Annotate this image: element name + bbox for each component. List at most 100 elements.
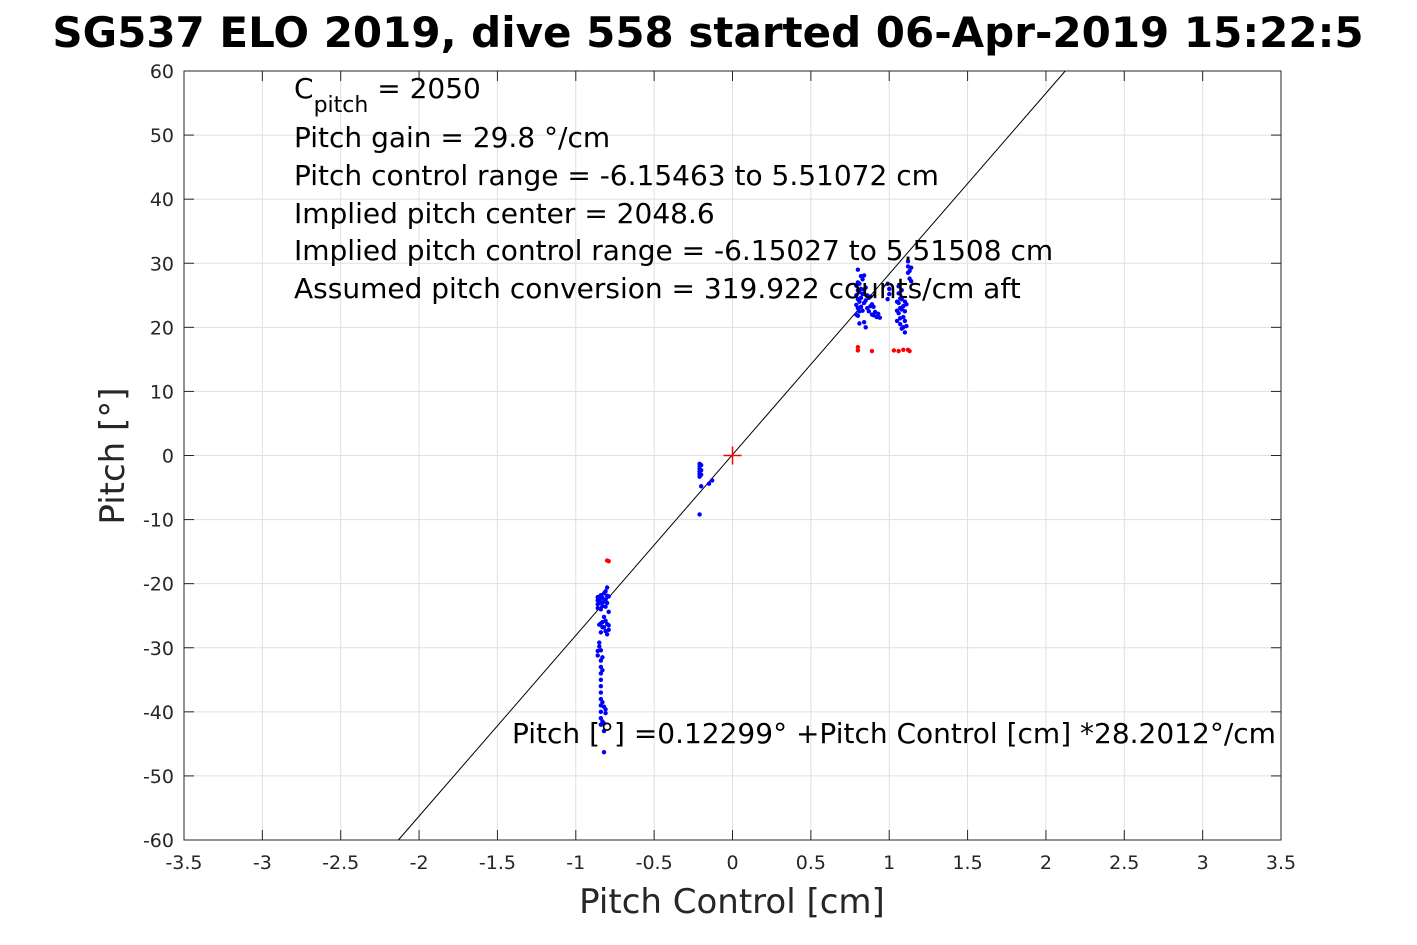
blue-point: [601, 728, 607, 734]
blue-point: [598, 648, 604, 653]
y-axis-label: Pitch [°]: [93, 387, 133, 524]
blue-point: [604, 600, 610, 606]
x-tick-label: 3: [1197, 852, 1209, 874]
blue-point: [861, 320, 867, 325]
blue-point: [606, 627, 611, 633]
blue-point: [899, 287, 904, 293]
blue-point: [887, 286, 892, 292]
blue-point: [600, 667, 605, 673]
y-tick-label: 20: [150, 317, 174, 339]
y-tick-label: 30: [150, 253, 174, 275]
blue-point: [601, 750, 607, 755]
blue-point: [857, 299, 862, 304]
blue-point: [698, 472, 704, 477]
x-tick-label: 2.5: [1109, 852, 1139, 874]
red-point: [855, 348, 861, 353]
x-tick-label: -3.5: [165, 852, 202, 874]
blue-point: [866, 309, 872, 314]
blue-point: [595, 653, 600, 658]
blue-point: [697, 512, 702, 517]
blue-point: [600, 655, 605, 660]
annotation-assumed-pitch-conversion: Assumed pitch conversion = 319.922 count…: [294, 272, 1021, 305]
y-tick-label: -50: [143, 766, 174, 788]
y-tick-label: 40: [150, 189, 174, 211]
blue-point: [598, 709, 604, 715]
blue-point: [603, 710, 608, 716]
x-tick-label: -1: [566, 852, 585, 874]
blue-point: [597, 640, 602, 645]
blue-point: [863, 325, 868, 330]
chart-title: SG537 ELO 2019, dive 558 started 06-Apr-…: [52, 8, 1363, 57]
blue-point: [598, 684, 604, 689]
blue-point: [877, 315, 883, 320]
blue-point: [899, 326, 904, 331]
x-tick-label: -2.5: [322, 852, 359, 874]
annotation-cpitch: Cpitch = 2050: [294, 72, 481, 118]
x-tick-label: 1.5: [952, 852, 982, 874]
annotation-pitch-control-range: Pitch control range = -6.15463 to 5.5107…: [294, 159, 939, 192]
annotation-block: Cpitch = 2050 Pitch gain = 29.8 °/cm Pit…: [294, 72, 1276, 750]
x-tick-label: 0.5: [796, 852, 826, 874]
blue-point: [604, 585, 610, 590]
blue-point: [908, 265, 914, 270]
blue-point: [706, 481, 712, 486]
red-point: [891, 348, 897, 353]
red-point: [604, 558, 610, 563]
annotation-implied-pitch-center: Implied pitch center = 2048.6: [294, 197, 715, 230]
blue-point: [858, 304, 864, 310]
blue-point: [597, 644, 602, 649]
red-point: [901, 347, 906, 352]
red-point: [869, 348, 875, 354]
x-tick-label: 2: [1040, 852, 1052, 874]
blue-point: [855, 313, 861, 318]
y-tick-label: -20: [143, 574, 174, 596]
blue-point: [860, 308, 865, 313]
x-tick-labels: -3.5 -3 -2.5 -2 -1.5 -1 -0.5 0 0.5 1 1.5 2 2.5 3 3.5: [165, 852, 1296, 874]
y-tick-label: 0: [162, 446, 174, 468]
blue-point: [860, 291, 865, 297]
blue-point: [901, 314, 906, 320]
blue-point: [858, 295, 864, 301]
cpitch-value: = 2050: [368, 72, 481, 105]
red-point: [855, 344, 861, 350]
blue-point: [863, 285, 868, 290]
blue-point: [854, 293, 859, 298]
blue-point: [896, 300, 901, 306]
blue-point: [897, 321, 903, 327]
blue-point: [598, 690, 604, 695]
annotation-pitch-gain: Pitch gain = 29.8 °/cm: [294, 121, 610, 154]
blue-point: [899, 296, 904, 302]
y-tick-label: 50: [150, 125, 174, 147]
center-marker: [723, 446, 742, 465]
blue-point: [887, 291, 892, 297]
blue-point: [868, 294, 873, 299]
x-tick-label: 1: [883, 852, 895, 874]
blue-point: [698, 484, 704, 489]
y-tick-label: -60: [143, 830, 174, 852]
blue-point: [598, 630, 604, 635]
y-tick-label: -40: [143, 702, 174, 724]
blue-point: [904, 323, 909, 329]
blue-point: [601, 614, 607, 620]
x-tick-label: 0: [726, 852, 738, 874]
blue-point: [604, 632, 610, 637]
blue-point: [858, 273, 864, 279]
x-axis-label: Pitch Control [cm]: [579, 882, 885, 922]
blue-point: [600, 700, 605, 705]
blue-point: [597, 622, 602, 627]
blue-point: [603, 707, 608, 712]
y-tick-label: 60: [150, 61, 174, 83]
x-tick-label: -0.5: [636, 852, 673, 874]
blue-point: [885, 296, 890, 302]
blue-point: [698, 462, 704, 468]
annotation-implied-pitch-control-range: Implied pitch control range = -6.15027 t…: [294, 234, 1053, 267]
cpitch-subscript: pitch: [314, 93, 369, 118]
blue-point: [902, 309, 908, 314]
blue-point: [698, 468, 704, 473]
blue-point: [598, 677, 604, 682]
blue-point: [902, 330, 908, 335]
y-tick-label: 10: [150, 381, 174, 403]
blue-point: [709, 478, 715, 483]
blue-point: [896, 311, 901, 316]
